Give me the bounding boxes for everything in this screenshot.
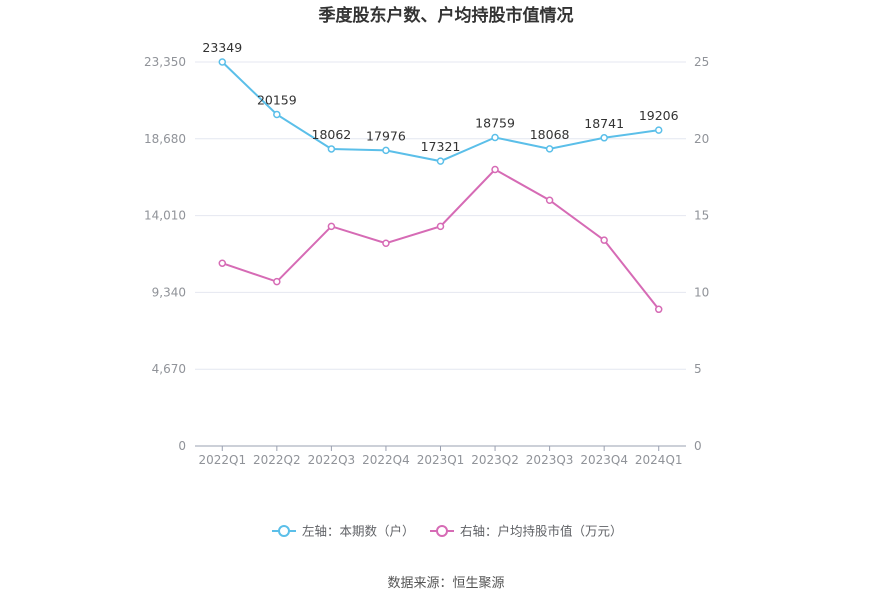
series-line-2 <box>221 168 660 310</box>
left-axis-tick-label: 23,350 <box>144 55 186 69</box>
data-label: 19206 <box>639 108 679 123</box>
grid-lines <box>195 61 686 370</box>
legend-label: 左轴：本期数（户） <box>302 524 415 539</box>
right-axis-tick-label: 0 <box>694 439 702 453</box>
series-2-point <box>545 196 554 204</box>
data-label: 18062 <box>312 127 352 142</box>
series-1-point <box>545 145 554 153</box>
series-2-point <box>273 277 281 286</box>
x-axis-tick-label: 2022Q3 <box>308 453 356 467</box>
source-note: 数据来源：恒生聚源 <box>387 576 504 591</box>
series-1-point <box>491 133 499 142</box>
legend-swatch-marker <box>278 525 290 537</box>
series-1-point <box>218 58 227 66</box>
series-2-point <box>436 222 445 231</box>
data-label: 18759 <box>475 116 515 131</box>
series-2-point <box>491 165 499 174</box>
x-axis-tick-label: 2023Q4 <box>580 453 628 467</box>
data-label: 20159 <box>257 92 297 107</box>
series-1-point <box>600 134 608 142</box>
series-2-point <box>218 259 227 267</box>
data-label: 23349 <box>202 40 242 55</box>
series-2-point <box>327 222 336 231</box>
right-axis-tick-label: 5 <box>694 362 702 376</box>
x-axis-tick-label: 2022Q4 <box>362 453 410 467</box>
legend-label: 右轴：户均持股市值（万元） <box>460 524 623 539</box>
series-1-point <box>382 146 390 155</box>
right-axis-tick-label: 15 <box>694 209 709 223</box>
left-axis-tick-label: 14,010 <box>144 209 186 223</box>
x-axis-tick-label: 2024Q1 <box>635 453 683 467</box>
legend-swatch-marker <box>436 525 448 537</box>
series-2-point <box>600 236 608 244</box>
data-label: 17321 <box>421 139 461 154</box>
x-axis-tick-label: 2022Q1 <box>198 453 246 467</box>
legend-item-1[interactable]: 左轴：本期数（户） <box>272 524 415 539</box>
series-1-point <box>273 110 281 119</box>
x-axis-tick-label: 2023Q2 <box>471 453 519 467</box>
data-label: 17976 <box>366 128 406 143</box>
series-1-point <box>436 157 445 165</box>
axes: 0 0 4,670 5 9,340 10 14,010 15 18,680 20 23,350 25 2… <box>144 55 709 467</box>
data-label: 18741 <box>584 116 624 131</box>
data-labels: 23349 20159 18062 17976 17321 18759 18068 18741… <box>202 40 678 154</box>
x-axis-tick-label: 2023Q1 <box>417 453 465 467</box>
series-2-point <box>654 305 663 314</box>
right-axis-tick-label: 20 <box>694 132 709 146</box>
left-axis-tick-label: 4,670 <box>152 362 186 376</box>
left-axis-tick-label: 0 <box>178 439 186 453</box>
chart-title: 季度股东户数、户均持股市值情况 <box>319 5 574 26</box>
right-axis-tick-label: 25 <box>694 55 709 69</box>
left-axis-tick-label: 9,340 <box>152 285 186 299</box>
series-2-point <box>382 239 390 247</box>
right-axis-tick-label: 10 <box>694 285 709 299</box>
x-axis-tick-label: 2023Q3 <box>526 453 574 467</box>
series-1-point <box>327 145 336 153</box>
x-axis-tick-label: 2022Q2 <box>253 453 301 467</box>
series-layer <box>218 58 663 314</box>
series-1-point <box>654 126 663 134</box>
left-axis-tick-label: 18,680 <box>144 132 186 146</box>
legend[interactable]: 左轴：本期数（户） 右轴：户均持股市值（万元） <box>272 524 623 539</box>
data-label: 18068 <box>530 127 570 142</box>
legend-item-2[interactable]: 右轴：户均持股市值（万元） <box>430 524 623 539</box>
